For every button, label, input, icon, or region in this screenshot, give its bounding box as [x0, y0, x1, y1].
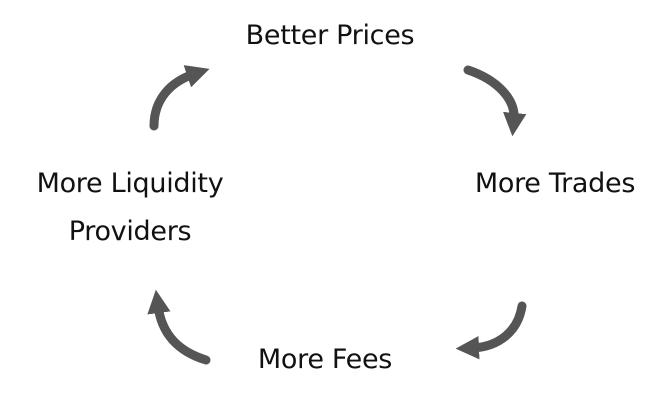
arrow-bottom-right [455, 301, 527, 360]
node-label-line2: Providers [68, 216, 192, 247]
node-more-liquidity-providers: More Liquidity Providers [20, 160, 240, 256]
arrow-bottom-left [147, 289, 211, 365]
arrow-top-left [149, 65, 210, 131]
node-more-fees: More Fees [215, 336, 435, 384]
node-label: More Trades [474, 168, 636, 199]
node-label: More Fees [257, 344, 393, 375]
arrow-top-right [463, 65, 527, 137]
node-better-prices: Better Prices [200, 12, 460, 60]
node-more-trades: More Trades [458, 160, 652, 208]
node-label-line1: More Liquidity [36, 168, 224, 199]
node-label: Better Prices [245, 20, 415, 51]
